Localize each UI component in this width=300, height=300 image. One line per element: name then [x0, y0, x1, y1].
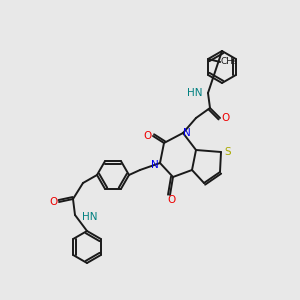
Text: O: O [144, 131, 152, 141]
Text: S: S [225, 147, 231, 157]
Text: O: O [49, 197, 57, 207]
Text: O: O [221, 113, 229, 123]
Text: O: O [167, 195, 175, 205]
Text: N: N [183, 128, 191, 138]
Text: HN: HN [82, 212, 98, 222]
Text: N: N [151, 160, 159, 170]
Text: HN: HN [188, 88, 203, 98]
Text: CH₃: CH₃ [221, 58, 238, 67]
